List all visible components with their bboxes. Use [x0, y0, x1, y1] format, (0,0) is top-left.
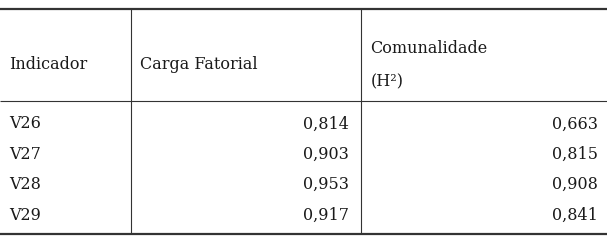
Text: (H²): (H²): [370, 73, 403, 90]
Text: 0,663: 0,663: [552, 115, 598, 132]
Text: 0,903: 0,903: [303, 146, 349, 163]
Text: 0,908: 0,908: [552, 176, 598, 193]
Text: V26: V26: [9, 115, 41, 132]
Text: V27: V27: [9, 146, 41, 163]
Text: Comunalidade: Comunalidade: [370, 40, 487, 57]
Text: V29: V29: [9, 207, 41, 224]
Text: V28: V28: [9, 176, 41, 193]
Text: Indicador: Indicador: [9, 56, 87, 73]
Text: Carga Fatorial: Carga Fatorial: [140, 56, 257, 73]
Text: 0,917: 0,917: [303, 207, 349, 224]
Text: 0,841: 0,841: [552, 207, 598, 224]
Text: 0,815: 0,815: [552, 146, 598, 163]
Text: 0,814: 0,814: [303, 115, 349, 132]
Text: 0,953: 0,953: [303, 176, 349, 193]
